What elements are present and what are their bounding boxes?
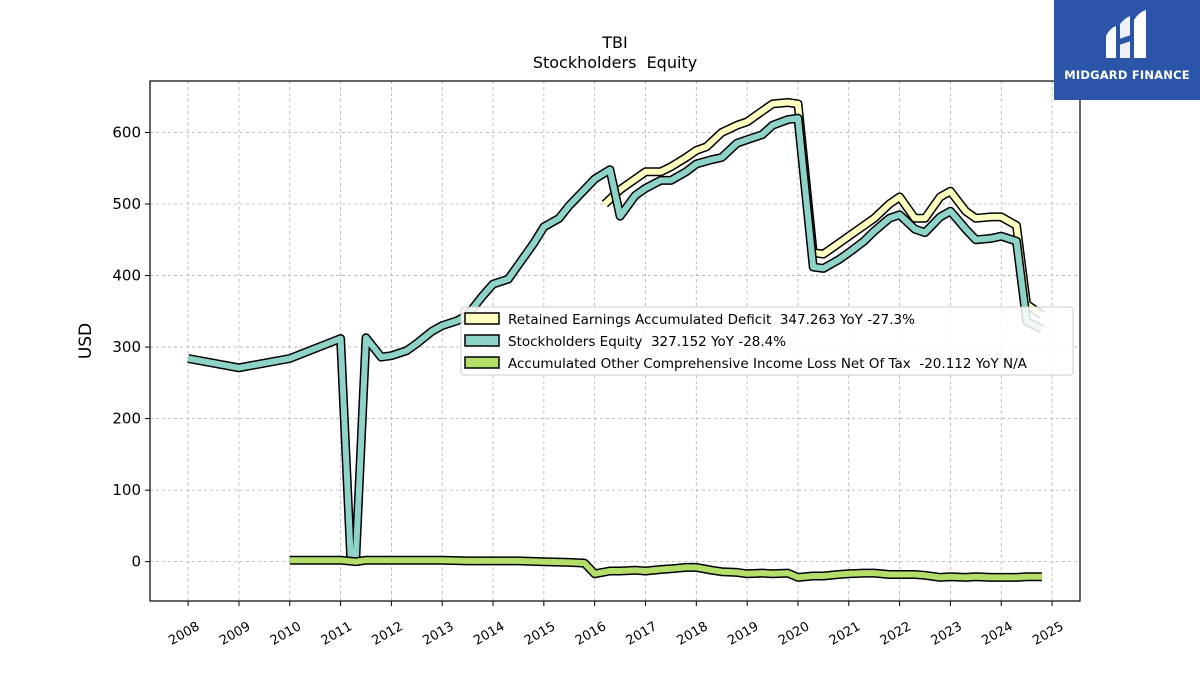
x-tick-label: 2008 <box>166 619 202 649</box>
y-tick-label: 100 <box>112 481 141 499</box>
legend-label-0: Retained Earnings Accumulated Deficit 34… <box>508 312 915 328</box>
series-line-1 <box>187 115 1044 562</box>
x-tick-label: 2014 <box>471 619 507 649</box>
x-tick-label: 2022 <box>878 619 914 649</box>
legend: Retained Earnings Accumulated Deficit 34… <box>460 306 1074 376</box>
series-layer <box>187 98 1045 582</box>
y-axis: 0 100 200 300 400 500 600 <box>112 123 150 571</box>
x-axis: 2008 2009 2010 2011 2012 2013 2014 2015 2016 2017… <box>166 601 1066 649</box>
legend-swatch-2 <box>464 356 500 369</box>
series-outline-0 <box>601 98 1045 319</box>
x-tick-label: 2021 <box>827 619 863 649</box>
series-line-0 <box>602 99 1044 318</box>
x-tick-label: 2016 <box>573 619 609 649</box>
x-tick-label: 2010 <box>268 619 304 649</box>
x-tick-label: 2025 <box>1030 619 1066 649</box>
plot-frame <box>149 80 1081 602</box>
legend-swatch-0 <box>464 312 500 325</box>
x-tick-label: 2018 <box>674 619 710 649</box>
x-tick-label: 2015 <box>522 619 558 649</box>
y-tick-label: 0 <box>131 553 141 571</box>
legend-box <box>460 306 1074 376</box>
x-tick-label: 2019 <box>725 619 761 649</box>
x-tick-label: 2024 <box>979 619 1015 649</box>
brand-name: MIDGARD FINANCE <box>1064 68 1190 82</box>
x-tick-label: 2017 <box>624 619 660 649</box>
x-tick-label: 2020 <box>776 619 812 649</box>
x-tick-label: 2023 <box>929 619 965 649</box>
x-tick-label: 2009 <box>217 619 253 649</box>
x-tick-label: 2012 <box>370 619 406 649</box>
y-tick-label: 200 <box>112 410 141 428</box>
legend-label-1: Stockholders Equity 327.152 YoY -28.4% <box>508 334 786 350</box>
y-tick-label: 600 <box>112 123 141 141</box>
legend-label-2: Accumulated Other Comprehensive Income L… <box>508 356 1028 372</box>
chart-subtitle: Stockholders Equity <box>533 53 697 72</box>
y-tick-label: 400 <box>112 267 141 285</box>
series-line-2 <box>289 557 1042 581</box>
legend-swatch-1 <box>464 334 500 347</box>
y-tick-label: 300 <box>112 338 141 356</box>
y-tick-label: 500 <box>112 195 141 213</box>
x-tick-label: 2011 <box>319 619 355 649</box>
y-axis-label: USD <box>76 323 96 359</box>
chart-title: TBI <box>601 33 627 52</box>
x-tick-label: 2013 <box>420 619 456 649</box>
logo-mark-icon <box>1106 10 1146 58</box>
midgard-finance-logo: MIDGARD FINANCE <box>1054 0 1200 100</box>
